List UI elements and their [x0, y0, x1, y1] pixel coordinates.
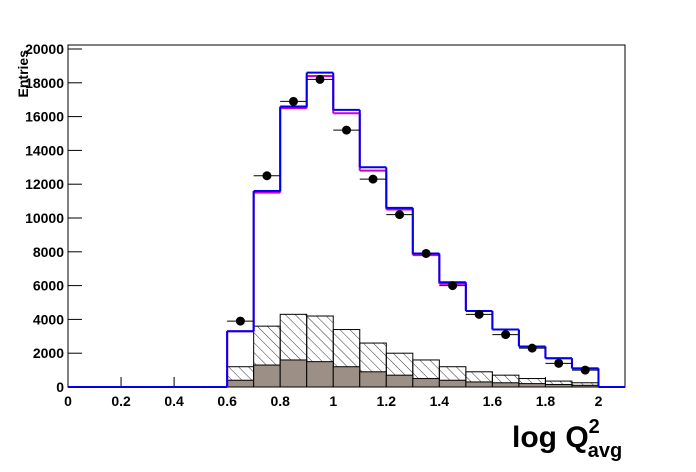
y-tick-label: 2000	[33, 345, 64, 361]
x-tick-label: 1.4	[430, 393, 450, 409]
x-tick-label: 1.6	[483, 393, 503, 409]
x-tick-label: 0.6	[217, 393, 237, 409]
histogram-bar	[226, 379, 255, 388]
histogram-bar	[306, 361, 334, 388]
data-point	[288, 96, 298, 106]
data-point	[448, 281, 458, 291]
data-point	[235, 316, 245, 326]
histogram-bar	[412, 378, 440, 388]
histogram-bar	[518, 383, 546, 388]
x-tick-label: 0.2	[111, 393, 131, 409]
histogram-bar	[279, 359, 308, 388]
y-tick-label: 20000	[25, 41, 64, 57]
y-axis-label: Entries	[15, 50, 31, 98]
histogram-bar	[544, 383, 573, 388]
histogram-bar	[465, 381, 493, 388]
x-axis-label: log Q2 avg	[512, 416, 622, 462]
x-label-main: log Q	[512, 421, 589, 454]
data-point	[262, 171, 272, 181]
histogram-bar	[359, 371, 387, 388]
y-tick-label: 6000	[33, 278, 64, 294]
x-tick-label: 1	[329, 393, 337, 409]
histogram-bar	[253, 364, 281, 388]
data-point	[501, 330, 511, 340]
x-label-sub: avg	[588, 440, 622, 462]
data-point	[342, 125, 351, 135]
y-tick-label: 16000	[25, 109, 64, 125]
x-tick-label: 0	[64, 393, 72, 409]
histogram-bar	[571, 384, 599, 388]
x-tick-label: 0.4	[164, 393, 184, 409]
histogram-bar	[438, 379, 467, 388]
histogram-bar	[332, 366, 361, 388]
x-tick-label: 2	[595, 393, 603, 409]
y-tick-label: 12000	[25, 176, 64, 192]
y-tick-label: 4000	[33, 311, 64, 327]
data-point	[580, 365, 590, 375]
x-tick-label: 1.2	[377, 393, 397, 409]
data-point	[554, 358, 564, 368]
y-tick-label: 14000	[25, 142, 64, 158]
histogram-bar	[491, 382, 520, 388]
data-point	[474, 309, 484, 319]
x-tick-label: 1.8	[536, 393, 556, 409]
x-tick-label: 0.8	[270, 393, 290, 409]
y-tick-label: 8000	[33, 244, 64, 260]
y-tick-label: 0	[56, 379, 64, 395]
data-point	[421, 248, 431, 258]
data-point	[315, 74, 325, 84]
data-point	[527, 343, 537, 353]
x-label-sup: 2	[589, 416, 600, 438]
y-tick-label: 10000	[25, 210, 64, 226]
data-point	[368, 174, 378, 184]
y-tick-label: 18000	[25, 75, 64, 91]
data-point	[395, 210, 405, 220]
histogram-bar	[385, 374, 414, 388]
